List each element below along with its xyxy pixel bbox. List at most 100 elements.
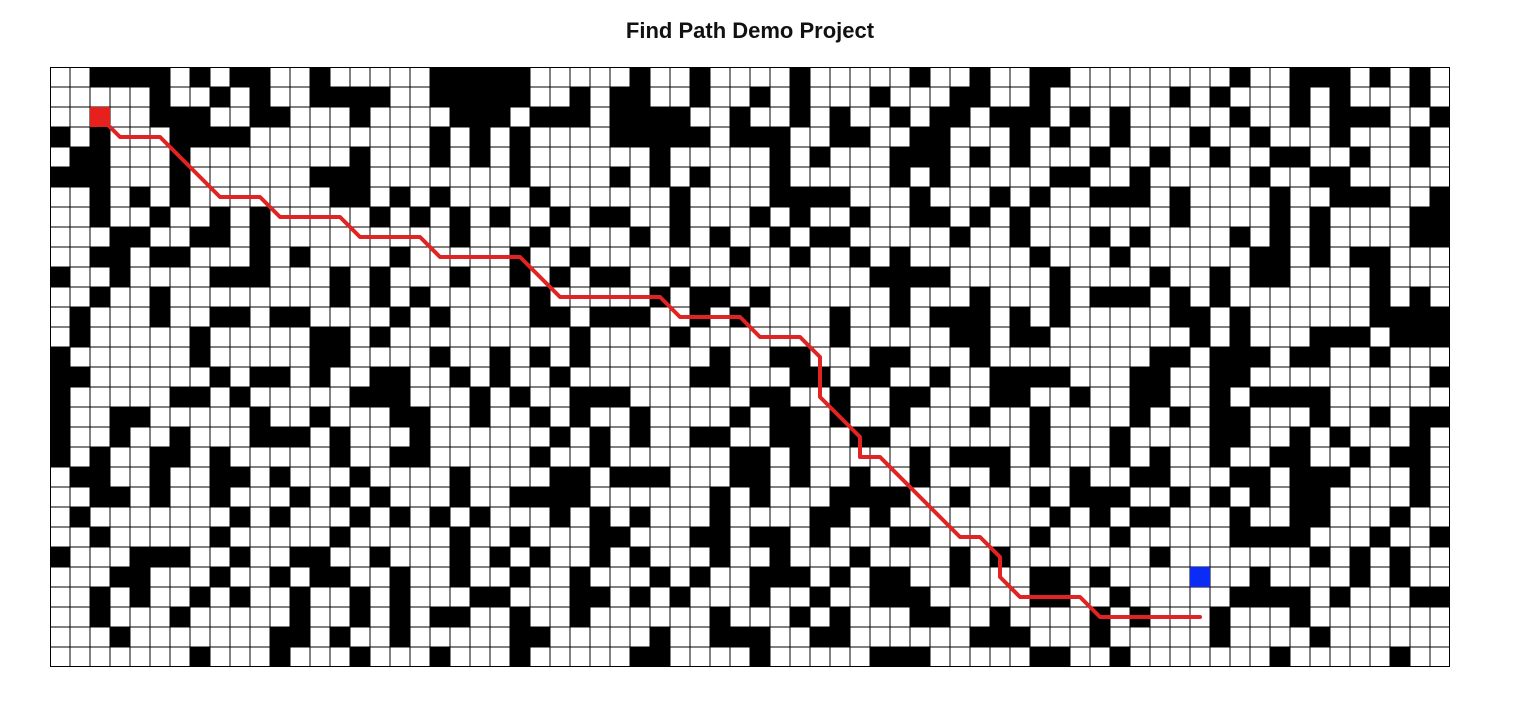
wall-cell[interactable] [610,167,630,187]
wall-cell[interactable] [170,107,190,127]
wall-cell[interactable] [410,407,430,427]
wall-cell[interactable] [250,367,270,387]
wall-cell[interactable] [370,367,390,387]
wall-cell[interactable] [270,307,290,327]
wall-cell[interactable] [870,507,890,527]
wall-cell[interactable] [1370,187,1390,207]
wall-cell[interactable] [490,67,510,87]
wall-cell[interactable] [1170,207,1190,227]
wall-cell[interactable] [1290,527,1310,547]
wall-cell[interactable] [830,627,850,647]
wall-cell[interactable] [550,267,570,287]
wall-cell[interactable] [790,67,810,87]
wall-cell[interactable] [110,487,130,507]
wall-cell[interactable] [150,287,170,307]
wall-cell[interactable] [530,547,550,567]
wall-cell[interactable] [970,307,990,327]
wall-cell[interactable] [950,447,970,467]
wall-cell[interactable] [170,167,190,187]
wall-cell[interactable] [1050,647,1070,667]
wall-cell[interactable] [1330,87,1350,107]
wall-cell[interactable] [130,187,150,207]
wall-cell[interactable] [830,107,850,127]
wall-cell[interactable] [90,207,110,227]
wall-cell[interactable] [570,327,590,347]
wall-cell[interactable] [690,567,710,587]
wall-cell[interactable] [50,447,70,467]
wall-cell[interactable] [990,627,1010,647]
wall-cell[interactable] [910,467,930,487]
wall-cell[interactable] [570,347,590,367]
wall-cell[interactable] [50,347,70,367]
wall-cell[interactable] [910,147,930,167]
wall-cell[interactable] [470,407,490,427]
wall-cell[interactable] [1150,467,1170,487]
wall-cell[interactable] [1130,507,1150,527]
wall-cell[interactable] [370,327,390,347]
wall-cell[interactable] [850,127,870,147]
wall-cell[interactable] [370,287,390,307]
wall-cell[interactable] [1250,387,1270,407]
wall-cell[interactable] [750,387,770,407]
wall-cell[interactable] [1430,527,1450,547]
wall-cell[interactable] [830,127,850,147]
wall-cell[interactable] [90,147,110,167]
wall-cell[interactable] [550,107,570,127]
wall-cell[interactable] [370,87,390,107]
wall-cell[interactable] [1150,347,1170,367]
wall-cell[interactable] [250,267,270,287]
wall-cell[interactable] [1430,107,1450,127]
wall-cell[interactable] [390,507,410,527]
wall-cell[interactable] [1150,147,1170,167]
wall-cell[interactable] [1030,527,1050,547]
wall-cell[interactable] [990,387,1010,407]
wall-cell[interactable] [170,427,190,447]
wall-cell[interactable] [330,347,350,367]
wall-cell[interactable] [990,367,1010,387]
wall-cell[interactable] [630,547,650,567]
wall-cell[interactable] [450,367,470,387]
wall-cell[interactable] [1210,147,1230,167]
wall-cell[interactable] [1330,327,1350,347]
wall-cell[interactable] [1170,347,1190,367]
wall-cell[interactable] [1350,547,1370,567]
wall-cell[interactable] [830,567,850,587]
wall-cell[interactable] [530,187,550,207]
wall-cell[interactable] [630,127,650,147]
wall-cell[interactable] [970,287,990,307]
wall-cell[interactable] [1310,467,1330,487]
wall-cell[interactable] [70,467,90,487]
wall-cell[interactable] [1050,127,1070,147]
wall-cell[interactable] [590,547,610,567]
wall-cell[interactable] [1310,347,1330,367]
wall-cell[interactable] [70,147,90,167]
wall-cell[interactable] [390,627,410,647]
wall-cell[interactable] [970,147,990,167]
wall-cell[interactable] [1430,227,1450,247]
wall-cell[interactable] [510,87,530,107]
wall-cell[interactable] [570,567,590,587]
wall-cell[interactable] [490,107,510,127]
wall-cell[interactable] [1010,307,1030,327]
wall-cell[interactable] [150,487,170,507]
wall-cell[interactable] [1310,407,1330,427]
wall-cell[interactable] [570,467,590,487]
wall-cell[interactable] [730,447,750,467]
wall-cell[interactable] [1170,487,1190,507]
wall-cell[interactable] [390,587,410,607]
wall-cell[interactable] [510,647,530,667]
wall-cell[interactable] [150,247,170,267]
wall-cell[interactable] [1010,207,1030,227]
wall-cell[interactable] [450,487,470,507]
wall-cell[interactable] [1410,587,1430,607]
wall-cell[interactable] [1250,167,1270,187]
wall-cell[interactable] [50,267,70,287]
wall-cell[interactable] [270,647,290,667]
wall-cell[interactable] [470,507,490,527]
wall-cell[interactable] [1410,427,1430,447]
wall-cell[interactable] [430,347,450,367]
wall-cell[interactable] [750,587,770,607]
wall-cell[interactable] [150,107,170,127]
wall-cell[interactable] [350,87,370,107]
wall-cell[interactable] [630,407,650,427]
